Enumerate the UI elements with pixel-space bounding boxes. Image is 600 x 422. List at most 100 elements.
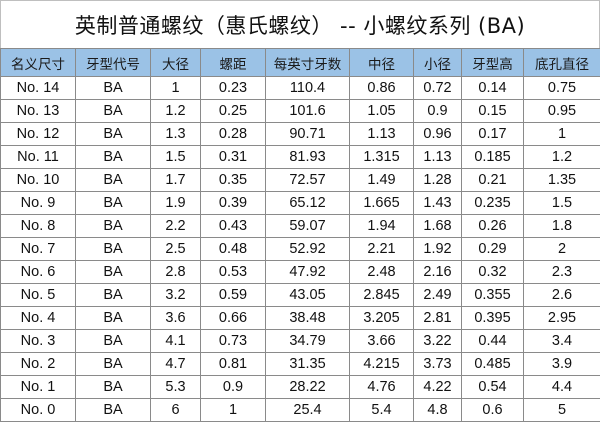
table-cell: 2.2 — [151, 215, 201, 238]
table-cell: 3.4 — [524, 330, 600, 353]
table-cell: 59.07 — [266, 215, 350, 238]
table-cell: 110.4 — [266, 77, 350, 100]
table-cell: 1.13 — [350, 123, 414, 146]
table-cell: No. 5 — [1, 284, 76, 307]
table-cell: 1.49 — [350, 169, 414, 192]
table-cell: No. 6 — [1, 261, 76, 284]
column-header: 牙型代号 — [76, 49, 151, 77]
table-cell: BA — [76, 261, 151, 284]
table-cell: 1.05 — [350, 100, 414, 123]
table-cell: 2.48 — [350, 261, 414, 284]
table-cell: BA — [76, 192, 151, 215]
table-cell: 0.73 — [201, 330, 266, 353]
table-cell: 1.35 — [524, 169, 600, 192]
table-cell: 5.3 — [151, 376, 201, 399]
table-cell: 0.59 — [201, 284, 266, 307]
table-cell: 0.48 — [201, 238, 266, 261]
table-cell: No. 10 — [1, 169, 76, 192]
table-cell: BA — [76, 330, 151, 353]
table-cell: BA — [76, 307, 151, 330]
table-cell: 0.72 — [414, 77, 462, 100]
table-cell: 2.8 — [151, 261, 201, 284]
table-cell: 47.92 — [266, 261, 350, 284]
table-cell: 1.7 — [151, 169, 201, 192]
table-cell: 0.31 — [201, 146, 266, 169]
table-cell: 0.21 — [462, 169, 524, 192]
table-cell: 25.4 — [266, 399, 350, 422]
table-cell: 0.86 — [350, 77, 414, 100]
table-cell: 0.35 — [201, 169, 266, 192]
table-cell: 3.22 — [414, 330, 462, 353]
table-cell: 0.14 — [462, 77, 524, 100]
table-cell: 0.355 — [462, 284, 524, 307]
table-cell: 1.94 — [350, 215, 414, 238]
table-cell: 3.2 — [151, 284, 201, 307]
table-cell: 43.05 — [266, 284, 350, 307]
table-cell: 3.9 — [524, 353, 600, 376]
table-cell: BA — [76, 77, 151, 100]
table-cell: 3.66 — [350, 330, 414, 353]
table-cell: 4.4 — [524, 376, 600, 399]
table-cell: 81.93 — [266, 146, 350, 169]
table-cell: BA — [76, 123, 151, 146]
table-cell: No. 14 — [1, 77, 76, 100]
table-cell: BA — [76, 284, 151, 307]
column-header: 螺距 — [201, 49, 266, 77]
table-cell: 90.71 — [266, 123, 350, 146]
table-cell: 2.16 — [414, 261, 462, 284]
table-cell: 28.22 — [266, 376, 350, 399]
table-cell: 1.68 — [414, 215, 462, 238]
table-cell: 4.215 — [350, 353, 414, 376]
table-cell: 0.44 — [462, 330, 524, 353]
table-cell: 1 — [151, 77, 201, 100]
table-cell: 0.81 — [201, 353, 266, 376]
table-cell: 3.73 — [414, 353, 462, 376]
table-cell: 2.3 — [524, 261, 600, 284]
table-cell: 1.43 — [414, 192, 462, 215]
table-cell: No. 1 — [1, 376, 76, 399]
table-cell: 34.79 — [266, 330, 350, 353]
table-cell: 0.485 — [462, 353, 524, 376]
table-cell: 2 — [524, 238, 600, 261]
table-cell: 52.92 — [266, 238, 350, 261]
column-header: 牙型高 — [462, 49, 524, 77]
column-header: 小径 — [414, 49, 462, 77]
table-cell: No. 9 — [1, 192, 76, 215]
table-cell: 1.3 — [151, 123, 201, 146]
table-cell: 4.7 — [151, 353, 201, 376]
table-cell: 0.32 — [462, 261, 524, 284]
table-cell: 0.28 — [201, 123, 266, 146]
table-cell: 4.1 — [151, 330, 201, 353]
table-cell: 101.6 — [266, 100, 350, 123]
table-cell: 5.4 — [350, 399, 414, 422]
table-cell: No. 11 — [1, 146, 76, 169]
table-cell: 2.845 — [350, 284, 414, 307]
table-cell: BA — [76, 146, 151, 169]
table-cell: 2.6 — [524, 284, 600, 307]
table-cell: 4.8 — [414, 399, 462, 422]
table-cell: 0.15 — [462, 100, 524, 123]
column-header: 中径 — [350, 49, 414, 77]
table-cell: 3.6 — [151, 307, 201, 330]
column-header: 每英寸牙数 — [266, 49, 350, 77]
table-cell: BA — [76, 399, 151, 422]
table-cell: 2.49 — [414, 284, 462, 307]
table-cell: No. 4 — [1, 307, 76, 330]
table-cell: 2.5 — [151, 238, 201, 261]
table-cell: 0.9 — [201, 376, 266, 399]
table-cell: 72.57 — [266, 169, 350, 192]
table-cell: 0.54 — [462, 376, 524, 399]
table-cell: 1.92 — [414, 238, 462, 261]
